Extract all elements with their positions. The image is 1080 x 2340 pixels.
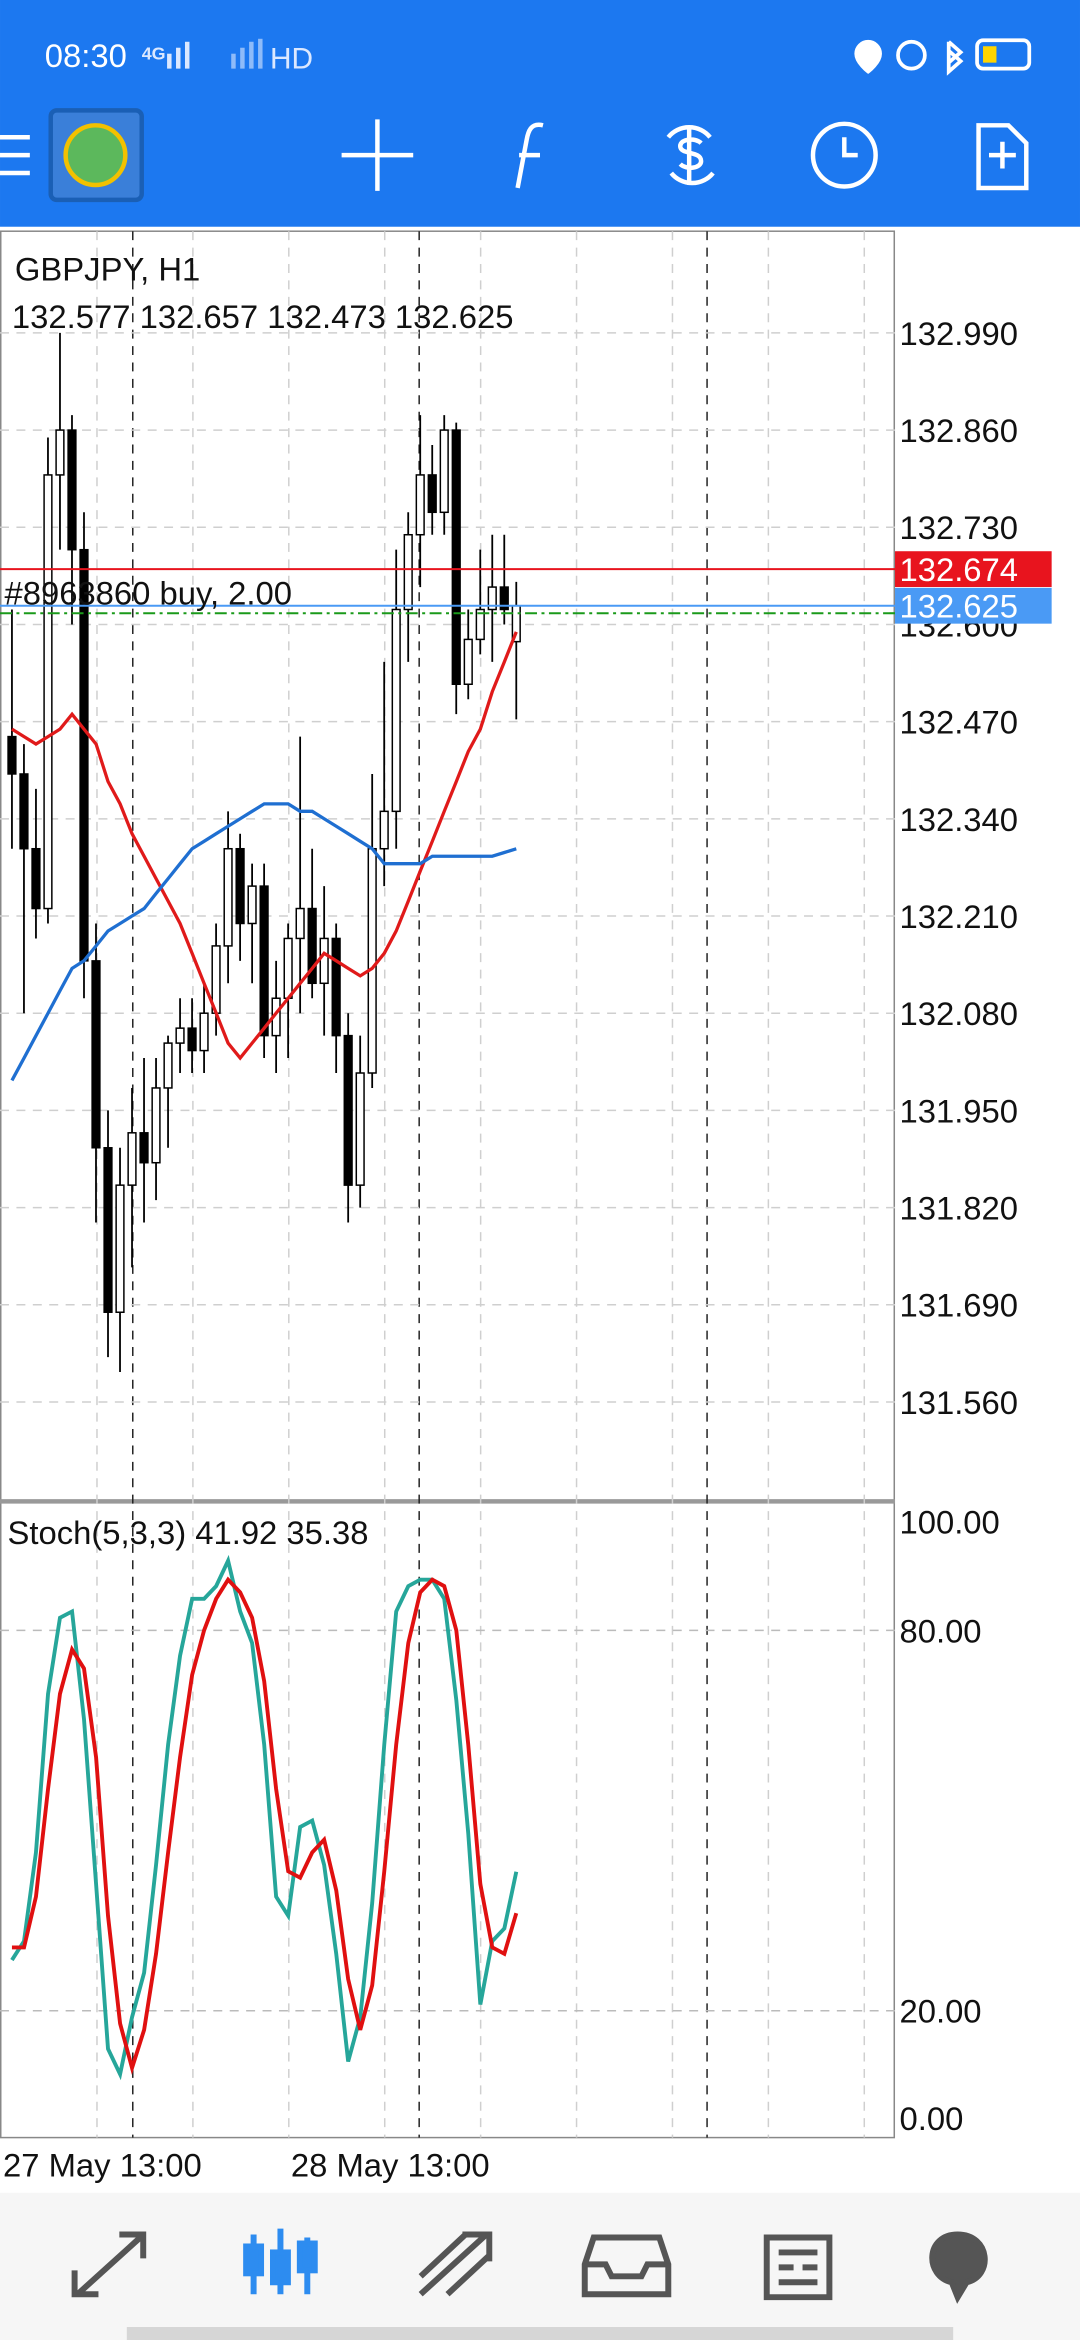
status-time: 08:30 — [45, 37, 127, 74]
time-label: 28 May 13:00 — [291, 2146, 490, 2183]
candle-body — [307, 907, 317, 985]
stoch-tick-label: 0.00 — [899, 2100, 963, 2137]
crosshair-button[interactable] — [341, 119, 414, 191]
bid-label-box — [895, 587, 1052, 624]
bottom-nav — [0, 2192, 1080, 2340]
candle-body — [43, 474, 53, 910]
stoch-line — [11, 1576, 519, 2075]
candle-body — [7, 735, 17, 775]
toolbar — [0, 108, 1029, 203]
candle-body — [67, 429, 77, 551]
chat-tab[interactable] — [929, 2231, 988, 2304]
candle-body — [259, 885, 269, 1037]
candle-body — [31, 847, 41, 910]
price-tick-label: 132.730 — [899, 509, 1018, 546]
candle-body — [19, 773, 29, 850]
candle-body — [91, 960, 101, 1149]
candle-body — [451, 429, 461, 686]
candle-body — [247, 885, 257, 925]
network-type: 4G — [142, 44, 166, 64]
panel-separator — [0, 1499, 896, 1504]
symbol-label: GBPJPY, H1 — [15, 250, 200, 287]
price-tick-label: 132.990 — [899, 315, 1018, 352]
ask-label-box — [895, 551, 1052, 588]
trade-tab[interactable] — [418, 2231, 493, 2297]
candle-body — [319, 937, 329, 985]
order-label: #8963860 buy, 2.00 — [4, 574, 292, 611]
chart-tab[interactable] — [243, 2228, 318, 2295]
news-tab[interactable] — [763, 2234, 833, 2301]
app-header — [0, 0, 1080, 227]
candle-body — [55, 429, 65, 476]
price-tick-label: 132.210 — [899, 898, 1018, 935]
plot — [0, 332, 896, 2081]
candle-body — [391, 608, 401, 813]
candle-body — [187, 1027, 197, 1052]
candle-body — [103, 1147, 113, 1313]
stoch-tick-label: 80.00 — [899, 1612, 981, 1649]
stoch-label: Stoch(5,3,3) 41.92 35.38 — [7, 1514, 368, 1551]
candle-body — [463, 638, 473, 686]
hd-indicator: HD — [270, 43, 313, 76]
ask-label: 132.674 — [899, 551, 1018, 588]
candle-body — [343, 1034, 353, 1186]
candle-body — [367, 847, 377, 1074]
candle-body — [139, 1132, 149, 1164]
signal-bars — [167, 38, 263, 69]
scrollbar — [126, 2327, 954, 2340]
candle-body — [403, 533, 413, 611]
stoch-tick-label: 100.00 — [899, 1503, 999, 1540]
new-order-button[interactable] — [976, 123, 1029, 191]
candle-body — [115, 1184, 125, 1313]
candle-body — [127, 1132, 137, 1186]
history-tab[interactable] — [581, 2234, 672, 2298]
price-tick-label: 132.340 — [899, 801, 1018, 838]
price-tick-label: 131.560 — [899, 1384, 1018, 1421]
candle-body — [379, 810, 389, 850]
moving-average — [10, 802, 517, 1082]
chart-frame — [0, 230, 896, 2139]
candle-body — [223, 847, 233, 947]
bottom-nav-icons — [71, 2228, 988, 2304]
candle-body — [199, 1012, 209, 1052]
candle-body — [163, 1042, 173, 1089]
price-tick-label: 132.080 — [899, 995, 1018, 1032]
price-tick-label: 132.470 — [899, 704, 1018, 741]
ohlc-label: 132.577 132.657 132.473 132.625 — [12, 298, 514, 335]
period-button[interactable] — [810, 121, 878, 189]
candle-body — [175, 1027, 185, 1044]
candle-body — [79, 548, 89, 962]
time-label: 27 May 13:00 — [3, 2146, 202, 2183]
indicators-button[interactable] — [515, 122, 544, 189]
candle-body — [415, 474, 425, 536]
candle-body — [487, 586, 497, 611]
candle-body — [439, 429, 449, 514]
quotes-tab[interactable] — [71, 2231, 147, 2298]
candle-body — [283, 937, 293, 999]
stoch-tick-label: 20.00 — [899, 1993, 981, 2030]
candle-body — [475, 608, 485, 641]
candle-body — [499, 586, 509, 611]
status-icons — [854, 38, 1032, 76]
bid-label: 132.625 — [899, 588, 1018, 625]
price-tick-label: 131.820 — [899, 1190, 1018, 1227]
candle-body — [295, 907, 305, 940]
moving-average — [11, 631, 518, 1061]
candle-body — [235, 847, 245, 925]
candle-body — [331, 937, 341, 1037]
price-tick-label: 131.950 — [899, 1092, 1018, 1129]
candle-body — [151, 1087, 161, 1164]
price-tick-label: 132.860 — [899, 412, 1018, 449]
candle-body — [427, 474, 437, 514]
candle-body — [355, 1072, 365, 1186]
menu-button[interactable] — [0, 134, 30, 176]
trade-button[interactable] — [666, 125, 715, 186]
price-tick-label: 131.690 — [899, 1287, 1018, 1324]
